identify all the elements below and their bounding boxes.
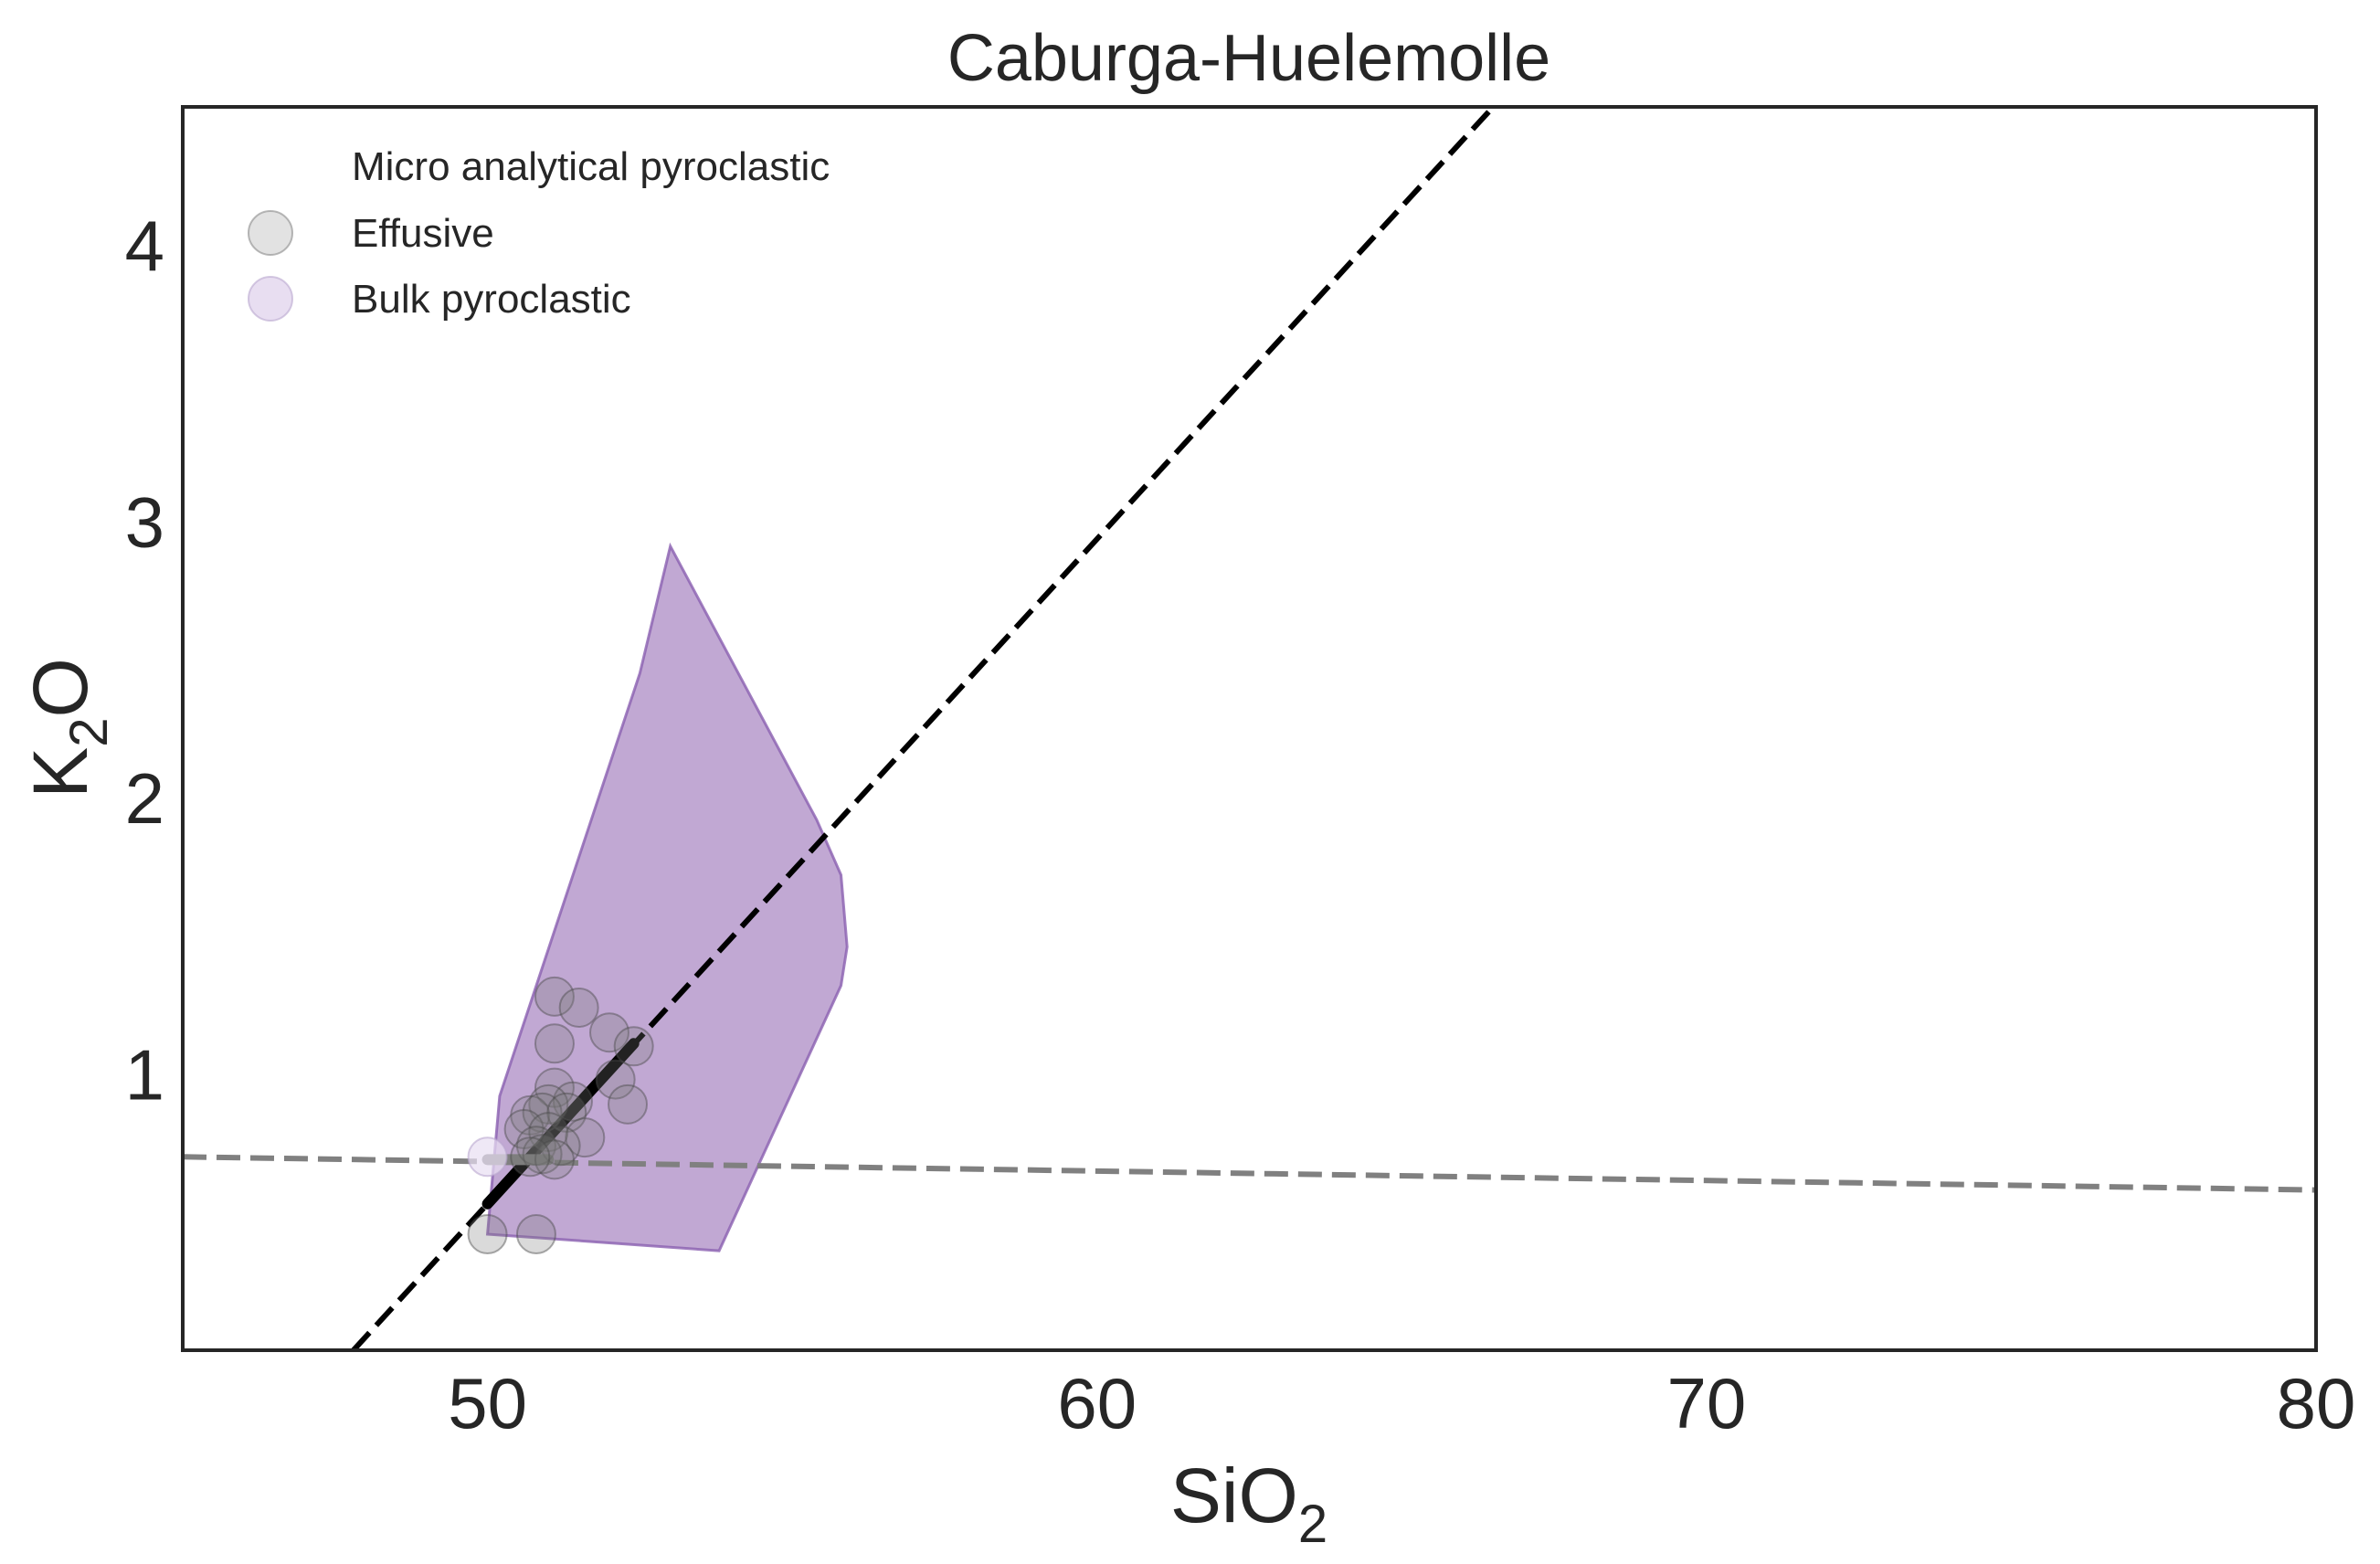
effusive-point-15 [546,1092,587,1133]
y-tick-label: 4 [125,206,164,286]
effusive-point-4 [558,987,599,1028]
effusive-point-11 [552,1081,593,1122]
effusive-point-18 [565,1117,606,1158]
pyroclastic-envelope-polygon [485,542,849,1252]
y-tick-label: 3 [125,482,164,563]
effusive-point-17 [528,1112,569,1153]
effusive-point-5 [589,1012,629,1053]
y-tick-label: 1 [125,1035,164,1115]
x-axis-label-subscript: 2 [1298,1495,1328,1554]
legend-marker-effusive [248,210,293,256]
y-axis-label-group: K2O [17,658,119,798]
y-tick-label: 2 [125,758,164,839]
y-axis-label-main: K [17,747,103,798]
chart-title: Caburga-Huelemolle [947,22,1550,95]
effusive-point-9 [595,1059,636,1100]
legend-label-bulk-pyroclastic: Bulk pyroclastic [352,277,631,322]
effusive-point-22 [534,1139,575,1180]
x-tick-label: 60 [1057,1363,1137,1443]
effusive-point-19 [515,1125,556,1167]
effusive-point-16 [503,1109,545,1150]
y-axis-label-tail: O [17,658,103,717]
y-axis-label-subscript: 2 [59,718,119,747]
effusive-point-21 [522,1134,563,1175]
x-tick-label: 80 [2277,1363,2356,1443]
reference-line-3 [481,1038,640,1210]
tick-labels: 50 60 70 80 1 2 3 4 [125,206,2356,1443]
effusive-point-10 [608,1083,649,1125]
x-tick-label: 50 [448,1363,527,1443]
x-axis-label-main: SiO [1170,1453,1298,1538]
effusive-point-2 [515,1213,556,1254]
legend-label-micro-analytical-pyroclastic: Micro analytical pyroclastic [352,144,830,189]
effusive-point-1 [467,1213,508,1254]
plot-frame [181,105,2318,1352]
x-axis-label: SiO2 [1170,1453,1328,1554]
effusive-point-3 [534,976,575,1017]
legend-marker-bulk-pyroclastic [248,276,293,322]
legend-label-effusive: Effusive [352,211,494,256]
effusive-point-14 [522,1092,563,1133]
effusive-point-23 [510,1136,551,1178]
effusive-point-12 [528,1083,569,1125]
effusive-point-20 [540,1125,581,1167]
effusive-point-8 [534,1067,575,1108]
y-axis-label: K2O [17,658,119,798]
plot-area [183,107,2316,1350]
effusive-point-7 [534,1023,575,1064]
x-tick-label: 70 [1666,1363,1746,1443]
effusive-point-13 [510,1094,551,1136]
bulk-pyroclastic-point-1 [467,1136,508,1178]
effusive-point-6 [613,1026,654,1067]
legend: Micro analytical pyroclastic Effusive Bulk… [248,144,830,322]
